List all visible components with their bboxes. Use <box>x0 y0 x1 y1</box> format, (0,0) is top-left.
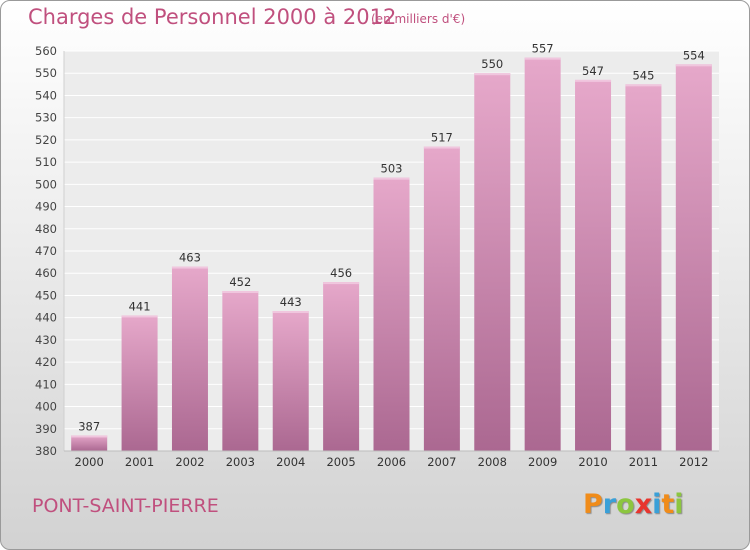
data-label: 441 <box>129 299 151 313</box>
x-tick-label: 2001 <box>125 455 154 469</box>
bar-highlight <box>625 84 662 87</box>
x-tick-label: 2008 <box>478 455 507 469</box>
x-tick-label: 2006 <box>377 455 406 469</box>
bar-highlight <box>423 146 460 149</box>
y-tick-label: 560 <box>35 44 57 58</box>
y-tick-label: 480 <box>35 222 57 236</box>
y-tick-label: 400 <box>35 400 57 414</box>
logo-letter: r <box>602 489 617 520</box>
x-tick-label: 2002 <box>175 455 204 469</box>
bar-highlight <box>272 311 309 313</box>
logo-letter: i <box>674 489 684 520</box>
bar-highlight <box>171 266 208 269</box>
x-tick-label: 2012 <box>679 455 708 469</box>
place-name: PONT-SAINT-PIERRE <box>32 495 219 517</box>
data-label: 517 <box>431 131 453 145</box>
bar <box>171 266 208 451</box>
data-label: 387 <box>78 419 100 433</box>
data-label: 545 <box>632 68 654 82</box>
chart-unit: (en milliers d'€) <box>371 12 466 26</box>
bar <box>323 282 360 451</box>
y-tick-label: 520 <box>35 133 57 147</box>
bar-highlight <box>524 57 561 60</box>
bar-highlight <box>675 64 712 67</box>
x-tick-label: 2004 <box>276 455 305 469</box>
x-tick-label: 2011 <box>629 455 658 469</box>
y-tick-label: 500 <box>35 177 57 191</box>
logo-letter: x <box>634 489 653 520</box>
y-tick-label: 510 <box>35 155 57 169</box>
y-tick-label: 470 <box>35 244 57 258</box>
y-tick-label: 460 <box>35 266 57 280</box>
bar-highlight <box>323 282 360 285</box>
data-label: 554 <box>683 48 705 62</box>
y-tick-label: 390 <box>35 422 57 436</box>
x-tick-label: 2003 <box>226 455 255 469</box>
data-label: 443 <box>280 295 302 309</box>
bar <box>71 435 108 451</box>
x-tick-label: 2010 <box>578 455 607 469</box>
data-label: 456 <box>330 266 352 280</box>
logo-letter: o <box>616 489 635 520</box>
x-tick-label: 2007 <box>427 455 456 469</box>
bar <box>222 291 259 451</box>
x-tick-label: 2009 <box>528 455 557 469</box>
data-label: 557 <box>532 42 554 56</box>
y-tick-label: 410 <box>35 377 57 391</box>
bar-highlight <box>474 73 511 76</box>
bar-highlight <box>575 79 612 82</box>
bar <box>575 79 612 451</box>
proxiti-logo: Proxiti <box>583 489 684 520</box>
y-tick-label: 450 <box>35 288 57 302</box>
y-tick-label: 440 <box>35 311 57 325</box>
logo-letter: i <box>652 489 662 520</box>
bar <box>121 315 158 451</box>
y-tick-label: 430 <box>35 333 57 347</box>
y-tick-label: 540 <box>35 88 57 102</box>
data-label: 550 <box>481 57 503 71</box>
bar <box>373 177 410 451</box>
x-tick-label: 2005 <box>326 455 355 469</box>
y-tick-label: 420 <box>35 355 57 369</box>
bar <box>423 146 460 452</box>
bar <box>272 311 309 451</box>
chart-title: Charges de Personnel 2000 à 2012 <box>28 5 397 29</box>
y-tick-label: 550 <box>35 66 57 80</box>
y-tick-label: 490 <box>35 200 57 214</box>
bar-highlight <box>222 291 259 293</box>
bar <box>625 84 662 451</box>
logo-letter: P <box>583 489 603 520</box>
bar <box>675 64 712 452</box>
bar <box>474 73 511 451</box>
data-label: 463 <box>179 251 201 265</box>
bar <box>524 57 561 452</box>
bar-highlight <box>373 177 410 180</box>
y-tick-label: 530 <box>35 111 57 125</box>
bar-highlight <box>71 435 108 438</box>
bar-highlight <box>121 315 158 318</box>
data-label: 547 <box>582 64 604 78</box>
logo-letter: t <box>661 489 675 520</box>
y-tick-label: 380 <box>35 444 57 458</box>
data-label: 452 <box>229 275 251 289</box>
x-tick-label: 2000 <box>75 455 104 469</box>
data-label: 503 <box>381 162 403 176</box>
